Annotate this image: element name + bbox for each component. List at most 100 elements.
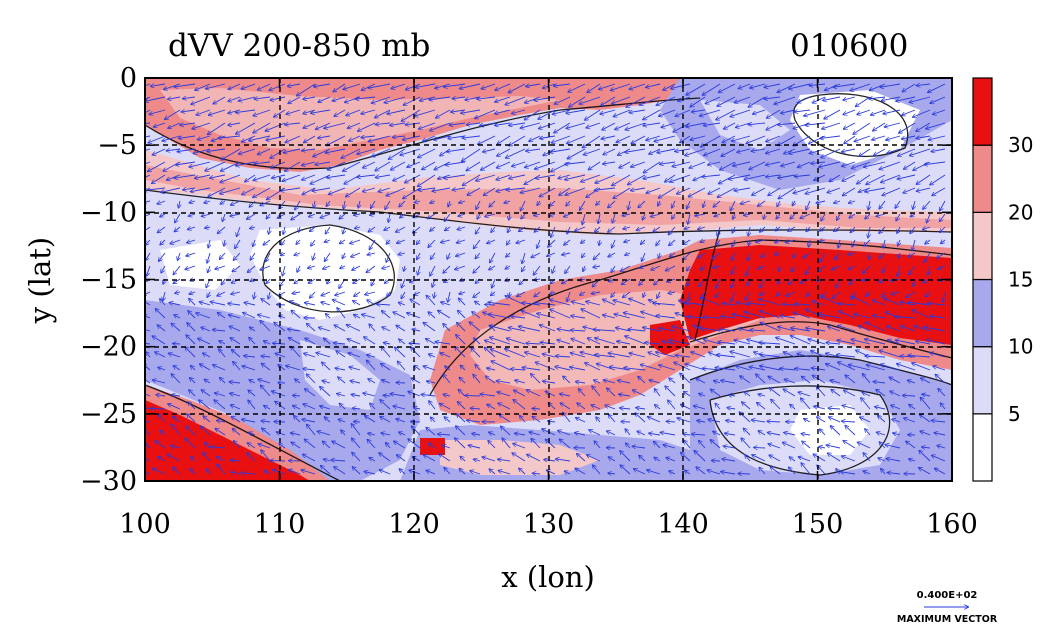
wind-vector [758, 200, 766, 206]
wind-vector [148, 135, 166, 143]
wind-vector [640, 96, 661, 105]
colorbar-bin [972, 211, 993, 281]
wind-vector [842, 148, 856, 152]
wind-vector [343, 200, 345, 209]
wind-vector [838, 239, 840, 248]
wind-vector [351, 252, 361, 257]
wind-vector [236, 109, 256, 113]
wind-vector [829, 174, 841, 181]
wind-vector [456, 252, 466, 256]
wind-vector [565, 174, 586, 180]
y-tick-label: −20 [80, 332, 137, 363]
wind-vector [266, 213, 270, 219]
wind-vector [445, 213, 451, 221]
wind-vector [548, 239, 556, 247]
wind-vector [159, 252, 166, 261]
wind-vector [940, 226, 946, 232]
y-tick-label: −5 [97, 130, 137, 161]
wind-vector [145, 135, 151, 138]
wind-vector [775, 240, 781, 243]
wind-vector [558, 174, 571, 178]
wind-vector [384, 227, 391, 230]
wind-vector [224, 239, 225, 246]
wind-vector [582, 252, 585, 257]
wind-vector [818, 265, 826, 271]
wind-vector [713, 200, 721, 207]
wind-vector [324, 122, 346, 128]
wind-vector [753, 109, 766, 114]
wind-vector [145, 83, 151, 87]
wind-vector [195, 83, 211, 90]
wind-vector [388, 213, 390, 222]
wind-vector [917, 84, 931, 86]
wind-vector [220, 201, 226, 204]
max-vector-label: MAXIMUM VECTOR [897, 614, 998, 625]
wind-vector [637, 226, 646, 230]
wind-vector [843, 109, 856, 115]
wind-vector [690, 96, 706, 107]
wind-vector [670, 253, 676, 256]
wind-vector [792, 200, 795, 205]
wind-vector [758, 266, 766, 269]
wind-vector [924, 252, 931, 262]
wind-vector [176, 161, 196, 165]
wind-vector [896, 213, 901, 221]
wind-vector [525, 109, 541, 120]
wind-vector [220, 187, 241, 194]
wind-vector [658, 200, 660, 206]
wind-vector [631, 135, 646, 143]
wind-vector [599, 83, 616, 89]
wind-vector [418, 148, 436, 158]
wind-vector [672, 200, 676, 208]
wind-vector [204, 201, 211, 203]
wind-vector [778, 135, 796, 145]
wind-vector [689, 187, 706, 197]
wind-vector [766, 148, 781, 153]
wind-vector [311, 109, 331, 113]
wind-vector [367, 253, 376, 255]
wind-vector [714, 266, 721, 268]
wind-vector [704, 148, 721, 155]
wind-vector [180, 123, 196, 125]
colorbar-bin [972, 144, 993, 213]
wind-vector [848, 265, 856, 269]
wind-vector [898, 148, 916, 156]
wind-vector [601, 96, 616, 105]
wind-vector [263, 239, 271, 245]
wind-vector [266, 135, 286, 140]
wind-vector [398, 253, 406, 255]
wind-vector [683, 239, 691, 244]
wind-vector [207, 252, 211, 263]
wind-vector [441, 240, 451, 242]
wind-vector [296, 239, 300, 244]
wind-vector [389, 148, 406, 159]
wind-vector [153, 148, 166, 155]
wind-vector [444, 83, 466, 87]
wind-vector [816, 201, 826, 203]
wind-vector [721, 148, 736, 156]
map-timestamp: 010600 [790, 28, 908, 64]
wind-vector [594, 252, 601, 259]
wind-vector [185, 265, 196, 269]
wind-vector [149, 109, 166, 114]
wind-vector [897, 226, 900, 233]
wind-vector [776, 227, 781, 231]
wind-vector [874, 148, 886, 155]
wind-vector [506, 252, 511, 257]
wind-vector [814, 174, 826, 180]
wind-vector [313, 252, 315, 260]
wind-vector [325, 148, 346, 153]
wind-vector [733, 161, 751, 166]
wind-vector [853, 122, 871, 134]
wind-vector [236, 122, 256, 134]
wind-vector [643, 174, 661, 179]
wind-vector [654, 135, 676, 141]
wind-vector [585, 109, 601, 120]
wind-vector [723, 135, 736, 143]
wind-vector [329, 187, 346, 194]
wind-vector [842, 174, 856, 181]
wind-vector [653, 226, 661, 232]
wind-vector [519, 226, 526, 231]
wind-vector [253, 174, 271, 180]
wind-vector [179, 200, 180, 208]
